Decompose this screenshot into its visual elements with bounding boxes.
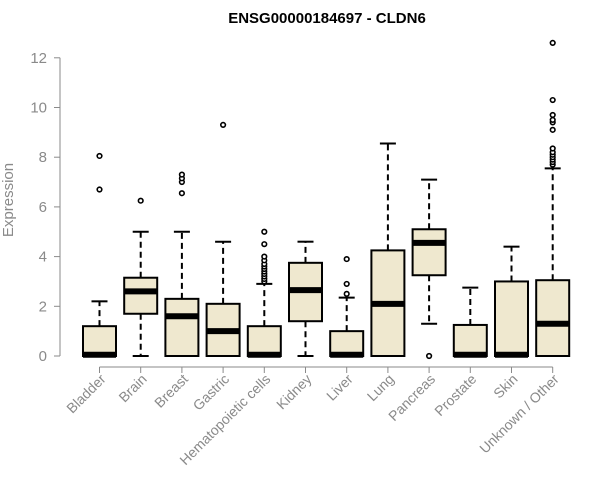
box-kidney bbox=[288, 240, 323, 357]
y-tick-label: 10 bbox=[30, 100, 47, 117]
category-label: Bladder bbox=[63, 371, 109, 417]
y-tick-label: 12 bbox=[30, 50, 47, 67]
outlier-point bbox=[549, 39, 556, 46]
chart-title: ENSG00000184697 - CLDN6 bbox=[228, 10, 426, 27]
outlier-point bbox=[220, 121, 227, 128]
y-axis-label: Expression bbox=[0, 163, 17, 237]
box-unknown-other bbox=[535, 39, 571, 357]
outlier-point bbox=[549, 111, 556, 119]
outlier-point bbox=[137, 197, 144, 204]
outlier-point bbox=[343, 255, 350, 263]
iqr-box bbox=[535, 279, 571, 357]
iqr-box bbox=[494, 280, 529, 358]
box-gastric bbox=[205, 121, 241, 358]
category-label: Brain bbox=[115, 371, 149, 405]
category-label: Liver bbox=[323, 371, 356, 404]
outlier-point bbox=[178, 171, 185, 178]
box-hematopoietic-cells bbox=[246, 228, 282, 358]
outlier-point bbox=[426, 352, 433, 360]
iqr-box bbox=[164, 297, 200, 357]
outlier-point bbox=[549, 116, 556, 124]
category-label: Prostate bbox=[431, 371, 479, 419]
y-tick-label: 6 bbox=[39, 199, 47, 216]
outlier-point bbox=[343, 290, 350, 297]
y-axis: 0 2 4 6 8 10 12 bbox=[30, 50, 61, 365]
y-tick-label: 8 bbox=[39, 149, 47, 166]
outlier-point bbox=[96, 186, 103, 193]
x-axis bbox=[99, 366, 554, 373]
y-tick-label: 0 bbox=[39, 348, 47, 365]
box-liver bbox=[329, 255, 365, 358]
outlier-point bbox=[343, 280, 350, 288]
boxes-group bbox=[82, 39, 571, 360]
iqr-box bbox=[82, 325, 117, 357]
outlier-point bbox=[96, 152, 103, 160]
box-breast bbox=[164, 171, 200, 357]
box-brain bbox=[123, 197, 159, 357]
iqr-box bbox=[452, 323, 488, 357]
box-bladder bbox=[82, 152, 117, 358]
outlier-point bbox=[549, 96, 556, 104]
outlier-point bbox=[549, 126, 556, 133]
iqr-box bbox=[123, 276, 159, 315]
outlier-point bbox=[178, 190, 185, 197]
box-skin bbox=[494, 245, 529, 358]
box-pancreas bbox=[411, 178, 447, 360]
category-label: Breast bbox=[151, 371, 191, 411]
box-prostate bbox=[452, 286, 488, 358]
y-tick-label: 2 bbox=[39, 298, 47, 315]
category-label: Kidney bbox=[273, 371, 315, 413]
outlier-point bbox=[549, 145, 556, 152]
iqr-box bbox=[411, 228, 447, 277]
category-label: Skin bbox=[490, 371, 521, 402]
y-tick-label: 4 bbox=[39, 249, 47, 266]
outlier-point bbox=[261, 228, 268, 235]
iqr-box bbox=[246, 325, 282, 357]
category-label: Lung bbox=[364, 371, 397, 404]
box-lung bbox=[370, 142, 406, 357]
outlier-point bbox=[261, 241, 268, 248]
outlier-point bbox=[261, 253, 268, 260]
